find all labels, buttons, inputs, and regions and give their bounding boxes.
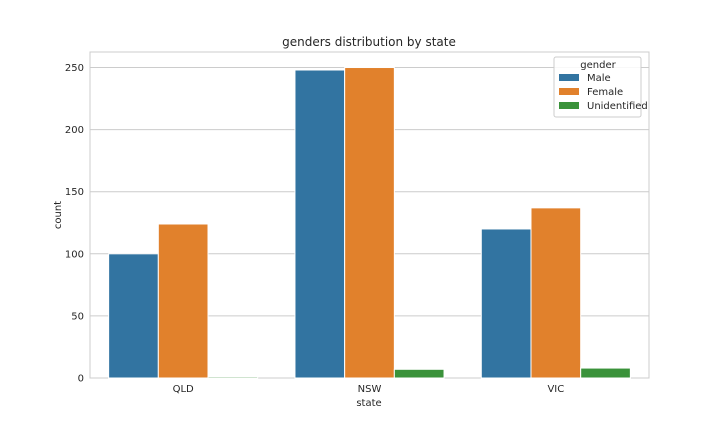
legend-swatch bbox=[559, 102, 579, 109]
bar-male-vic bbox=[480, 228, 532, 379]
legend-label: Female bbox=[587, 87, 623, 98]
bar-female-nsw bbox=[344, 67, 395, 379]
y-axis-label: count bbox=[53, 201, 64, 229]
bars bbox=[108, 67, 631, 379]
legend: gender Male Female Unidentified bbox=[553, 56, 648, 118]
y-tick-label: 100 bbox=[65, 249, 84, 260]
bar-unidentified-nsw bbox=[393, 368, 445, 379]
legend-swatch bbox=[559, 74, 579, 81]
y-axis-ticks: 0 50 100 150 200 250 bbox=[65, 63, 84, 384]
bar-female-vic bbox=[530, 207, 582, 379]
legend-label: Unidentified bbox=[587, 101, 648, 112]
legend-label: Male bbox=[587, 73, 611, 84]
x-axis-label: state bbox=[356, 398, 381, 409]
chart-title: genders distribution by state bbox=[282, 35, 456, 49]
x-tick-label: QLD bbox=[173, 384, 194, 395]
y-tick-label: 200 bbox=[65, 125, 84, 136]
bar-unidentified-qld bbox=[207, 376, 259, 379]
bar-unidentified-vic bbox=[580, 367, 631, 379]
x-axis-ticks: QLD NSW VIC bbox=[173, 384, 565, 395]
x-tick-label: VIC bbox=[547, 384, 564, 395]
bar-male-qld bbox=[108, 253, 159, 379]
bar-male-nsw bbox=[294, 69, 346, 379]
y-tick-label: 150 bbox=[65, 187, 84, 198]
y-tick-label: 250 bbox=[65, 63, 84, 74]
y-tick-label: 0 bbox=[78, 374, 84, 385]
legend-swatch bbox=[559, 88, 579, 95]
bar-female-qld bbox=[157, 223, 209, 379]
legend-title: gender bbox=[580, 60, 616, 71]
x-tick-label: NSW bbox=[358, 384, 382, 395]
y-tick-label: 50 bbox=[71, 311, 84, 322]
